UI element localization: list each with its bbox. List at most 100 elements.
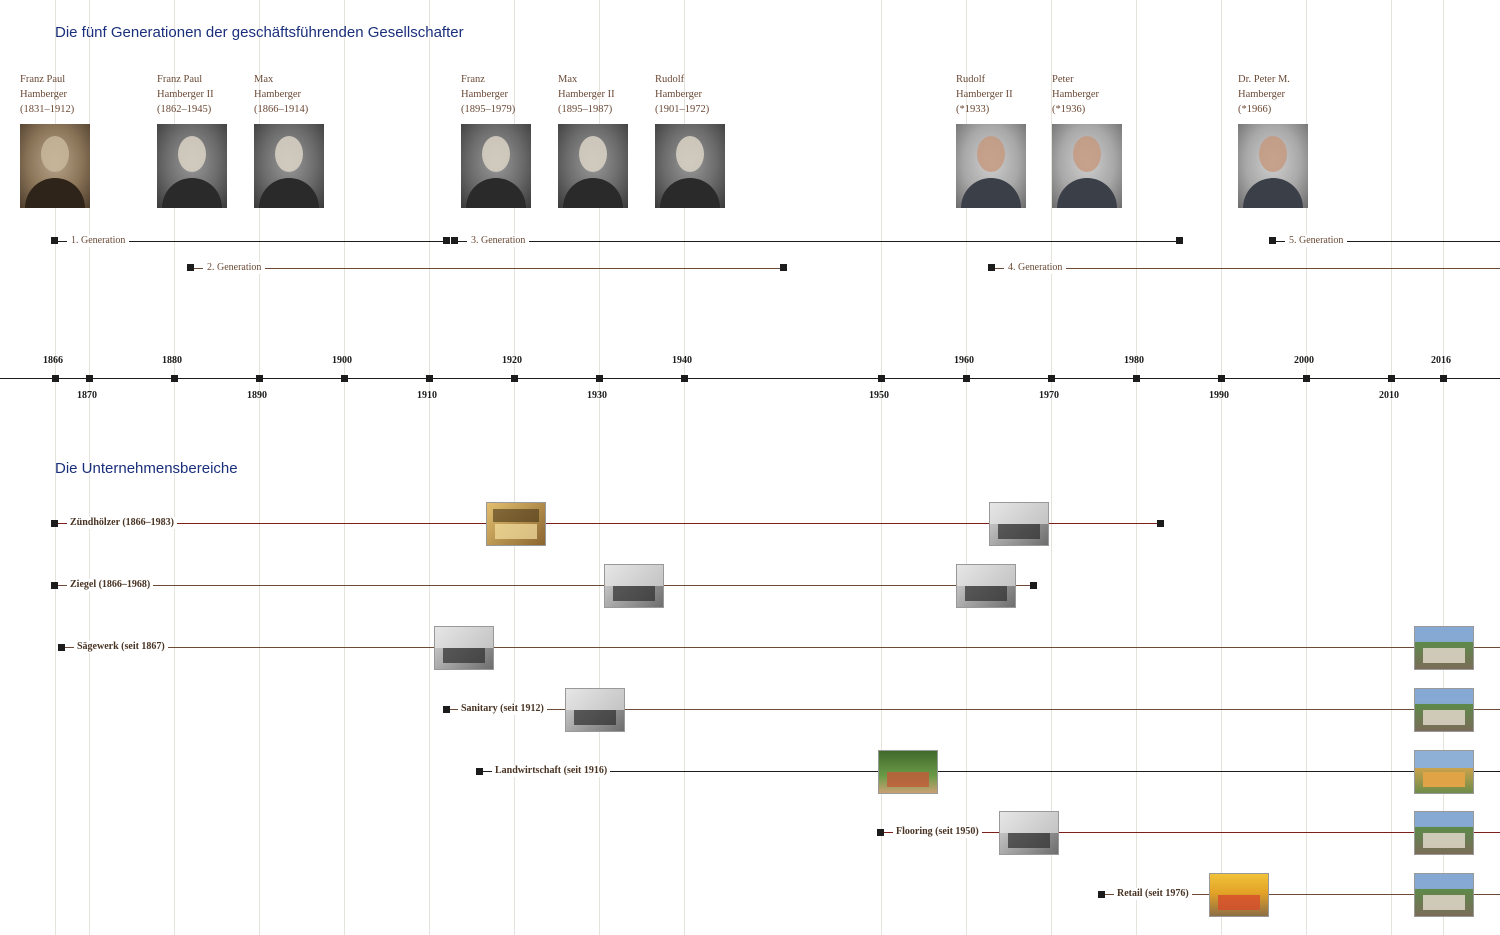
gridline <box>1221 0 1222 935</box>
gridline <box>1443 0 1444 935</box>
generation-1-start-marker <box>51 237 58 244</box>
tick-marker <box>86 375 93 382</box>
aerial-photo-icon[interactable] <box>1414 626 1474 670</box>
aerial-photo-icon[interactable] <box>1414 811 1474 855</box>
business-line <box>447 709 1500 710</box>
aerial-photo-icon[interactable] <box>989 502 1049 546</box>
gridline <box>55 0 56 935</box>
business-start-marker <box>51 582 58 589</box>
year-label-top: 1920 <box>502 355 522 366</box>
generation-1-label: 1. Generation <box>67 235 130 247</box>
tick-marker <box>426 375 433 382</box>
tick-marker <box>256 375 263 382</box>
year-label-top: 2016 <box>1431 355 1451 366</box>
gridline <box>259 0 260 935</box>
year-label-bottom: 1910 <box>417 390 437 401</box>
year-label-top: 2000 <box>1294 355 1314 366</box>
business-line <box>881 832 1500 833</box>
business-start-marker <box>1098 891 1105 898</box>
portrait-photo <box>254 124 324 208</box>
timeline-axis <box>0 378 1500 379</box>
tick-marker <box>1218 375 1225 382</box>
gridline <box>89 0 90 935</box>
business-line <box>1102 894 1500 895</box>
business-end-marker <box>1030 582 1037 589</box>
historic-photo-icon[interactable] <box>486 502 546 546</box>
business-start-marker <box>877 829 884 836</box>
year-label-bottom: 1870 <box>77 390 97 401</box>
person-franz-paul-hamberger: Franz Paul Hamberger (1831–1912) <box>20 72 130 208</box>
generation-2-line <box>191 268 784 269</box>
aerial-photo-icon[interactable] <box>956 564 1016 608</box>
aerial-photo-icon[interactable] <box>1414 873 1474 917</box>
generation-1-line <box>55 241 448 242</box>
year-label-top: 1866 <box>43 355 63 366</box>
business-label: Sanitary (seit 1912) <box>458 703 547 715</box>
tick-marker <box>1133 375 1140 382</box>
tick-marker <box>1048 375 1055 382</box>
gridline <box>1391 0 1392 935</box>
historic-photo-icon[interactable] <box>434 626 494 670</box>
historic-photo-icon[interactable] <box>1209 873 1269 917</box>
generation-3-line <box>455 241 1180 242</box>
gridline <box>344 0 345 935</box>
person-name: Peter Hamberger (*1936) <box>1052 74 1100 115</box>
person-dr-peter-m-hamberger: Dr. Peter M. Hamberger (*1966) <box>1238 72 1348 208</box>
person-max-hamberger: Max Hamberger (1866–1914) <box>254 72 364 208</box>
generation-5-start-marker <box>1269 237 1276 244</box>
tick-marker <box>171 375 178 382</box>
person-name: Rudolf Hamberger II (*1933) <box>956 74 1013 115</box>
generation-5-line <box>1273 241 1500 242</box>
generation-4-label: 4. Generation <box>1004 262 1067 274</box>
person-max-hamberger-ii: Max Hamberger II (1895–1987) <box>558 72 668 208</box>
gridline <box>514 0 515 935</box>
person-rudolf-hamberger: Rudolf Hamberger (1901–1972) <box>655 72 765 208</box>
generations-heading: Die fünf Generationen der geschäftsführe… <box>55 24 464 41</box>
year-label-top: 1960 <box>954 355 974 366</box>
portrait-photo <box>20 124 90 208</box>
tick-marker <box>878 375 885 382</box>
generation-3-label: 3. Generation <box>467 235 530 247</box>
gridline <box>599 0 600 935</box>
portrait-photo <box>157 124 227 208</box>
tick-marker <box>341 375 348 382</box>
business-line <box>62 647 1500 648</box>
business-start-marker <box>443 706 450 713</box>
person-name: Franz Paul Hamberger (1831–1912) <box>20 74 75 115</box>
year-label-bottom: 1890 <box>247 390 267 401</box>
generation-4-start-marker <box>988 264 995 271</box>
historic-photo-icon[interactable] <box>565 688 625 732</box>
gridline <box>1051 0 1052 935</box>
person-franz-paul-hamberger-ii: Franz Paul Hamberger II (1862–1945) <box>157 72 267 208</box>
person-name: Rudolf Hamberger (1901–1972) <box>655 74 710 115</box>
business-label: Ziegel (1866–1968) <box>67 579 154 591</box>
person-peter-hamberger: Peter Hamberger (*1936) <box>1052 72 1162 208</box>
tick-marker <box>511 375 518 382</box>
person-name: Franz Paul Hamberger II (1862–1945) <box>157 74 214 115</box>
generation-2-end-marker <box>780 264 787 271</box>
tick-marker <box>596 375 603 382</box>
person-name: Max Hamberger II (1895–1987) <box>558 74 615 115</box>
historic-photo-icon[interactable] <box>878 750 938 794</box>
year-label-bottom: 1930 <box>587 390 607 401</box>
gridline <box>684 0 685 935</box>
generation-3-end-marker <box>1176 237 1183 244</box>
portrait-photo <box>461 124 531 208</box>
person-rudolf-hamberger-ii: Rudolf Hamberger II (*1933) <box>956 72 1066 208</box>
tick-marker <box>1440 375 1447 382</box>
business-label: Landwirtschaft (seit 1916) <box>492 765 611 777</box>
historic-photo-icon[interactable] <box>604 564 664 608</box>
portrait-photo <box>1052 124 1122 208</box>
tick-marker <box>681 375 688 382</box>
business-heading: Die Unternehmensbereiche <box>55 460 238 477</box>
business-label: Flooring (seit 1950) <box>893 826 982 838</box>
business-start-marker <box>476 768 483 775</box>
business-line <box>55 585 1034 586</box>
person-name: Max Hamberger (1866–1914) <box>254 74 309 115</box>
aerial-photo-icon[interactable] <box>1414 688 1474 732</box>
generation-1-end-marker <box>443 237 450 244</box>
historic-photo-icon[interactable] <box>999 811 1059 855</box>
aerial-photo-icon[interactable] <box>1414 750 1474 794</box>
gridline <box>1136 0 1137 935</box>
person-name: Franz Hamberger (1895–1979) <box>461 74 516 115</box>
